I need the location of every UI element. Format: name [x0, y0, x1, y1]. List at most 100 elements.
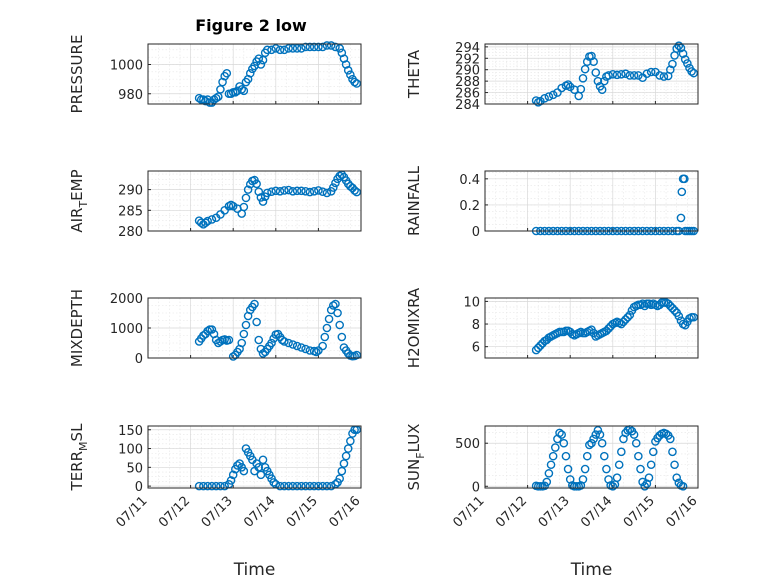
data-point: [666, 434, 675, 444]
data-point: [638, 477, 647, 487]
data-point: [576, 84, 586, 94]
data-point: [301, 42, 310, 52]
y-tick-label: 1000: [110, 58, 143, 73]
data-point: [194, 481, 204, 491]
data-point: [674, 311, 684, 321]
data-point: [256, 60, 266, 69]
data-point: [346, 436, 355, 446]
data-point: [267, 45, 276, 55]
data-point: [668, 447, 677, 457]
data-point: [292, 341, 302, 351]
data-point: [258, 349, 268, 358]
data-point: [297, 44, 306, 53]
y-axis-label: SUNFLUX: [405, 424, 427, 491]
data-point: [275, 481, 285, 491]
subplot-1: 980 1000 PRESSURE: [68, 35, 362, 113]
x-tick-label: 07/15: [284, 494, 321, 531]
axes-frame: [484, 297, 699, 359]
data-point: [280, 481, 289, 491]
data-point: [561, 451, 571, 461]
data-point: [254, 187, 264, 196]
data-point: [612, 70, 622, 80]
data-point: [536, 96, 545, 106]
y-tick-label: 0.4: [459, 173, 480, 188]
data-point: [544, 469, 554, 478]
data-point: [604, 324, 613, 333]
data-point: [199, 331, 208, 340]
data-point: [582, 451, 592, 461]
data-point: [591, 68, 601, 77]
data-point: [301, 481, 310, 491]
data-point: [602, 326, 611, 336]
data-point: [314, 346, 323, 355]
data-point: [582, 57, 592, 67]
data-point: [337, 332, 347, 342]
data-point: [331, 42, 340, 52]
subplot-8: 0 500 07/11 07/12 07/13 07/14 07/15 07/16 SUNFLU…: [405, 424, 701, 580]
data-point: [320, 332, 330, 342]
axes-frame: [147, 170, 362, 232]
data-point: [326, 481, 336, 491]
data-point: [245, 68, 255, 78]
y-tick-label: 150: [118, 424, 143, 439]
y-axis-label: MIXDEPTH: [68, 289, 86, 367]
data-point: [678, 49, 688, 59]
data-point: [233, 461, 242, 470]
data-point: [646, 67, 656, 77]
x-tick-label: 07/11: [450, 494, 487, 531]
data-point: [617, 69, 626, 79]
data-point: [670, 460, 679, 470]
data-point: [642, 69, 652, 79]
data-point: [350, 186, 359, 195]
axes-background: [147, 43, 362, 105]
y-axis-label: H2OMIXRA: [405, 287, 423, 368]
data-point: [634, 71, 643, 80]
data-point: [614, 460, 624, 470]
data-point: [608, 481, 618, 491]
data-point: [580, 64, 590, 74]
data-point: [677, 187, 687, 197]
data-point: [331, 178, 340, 188]
data-point: [599, 76, 609, 86]
data-point: [301, 186, 310, 196]
x-tick-label: 07/14: [241, 494, 278, 531]
data-point: [341, 451, 351, 461]
data-point: [339, 459, 349, 468]
data-point: [585, 440, 594, 450]
data-point: [687, 67, 696, 76]
data-point: [608, 69, 618, 79]
data-point: [292, 481, 302, 491]
data-point: [314, 481, 323, 491]
x-tick-label: 07/14: [578, 494, 615, 531]
y-tick-label: 284: [455, 98, 480, 113]
data-point: [267, 187, 276, 196]
y-axis-label: RAINFALL: [405, 165, 423, 236]
data-point: [216, 337, 225, 346]
axes-frame: [484, 43, 699, 105]
data-point: [670, 306, 679, 315]
data-point: [318, 481, 327, 491]
y-tick-label: 2000: [110, 292, 143, 307]
data-point: [271, 44, 281, 53]
data-point: [689, 312, 699, 322]
data-point: [597, 85, 607, 95]
data-point: [207, 481, 217, 491]
y-tick-label: 285: [118, 204, 143, 219]
data-point: [678, 481, 688, 491]
data-point: [275, 45, 285, 55]
data-point: [199, 481, 208, 491]
data-point: [203, 216, 212, 226]
data-point: [254, 463, 264, 472]
data-point: [580, 464, 590, 474]
data-point: [309, 481, 319, 491]
data-point: [239, 329, 249, 339]
y-tick-label: 0: [472, 225, 480, 240]
data-point: [683, 59, 692, 68]
data-point: [666, 301, 675, 311]
data-point: [305, 42, 315, 52]
data-point: [284, 44, 293, 53]
data-point: [211, 93, 221, 103]
x-tick-label: 07/12: [156, 494, 193, 531]
data-point: [226, 476, 236, 485]
y-tick-label: 290: [455, 64, 480, 79]
